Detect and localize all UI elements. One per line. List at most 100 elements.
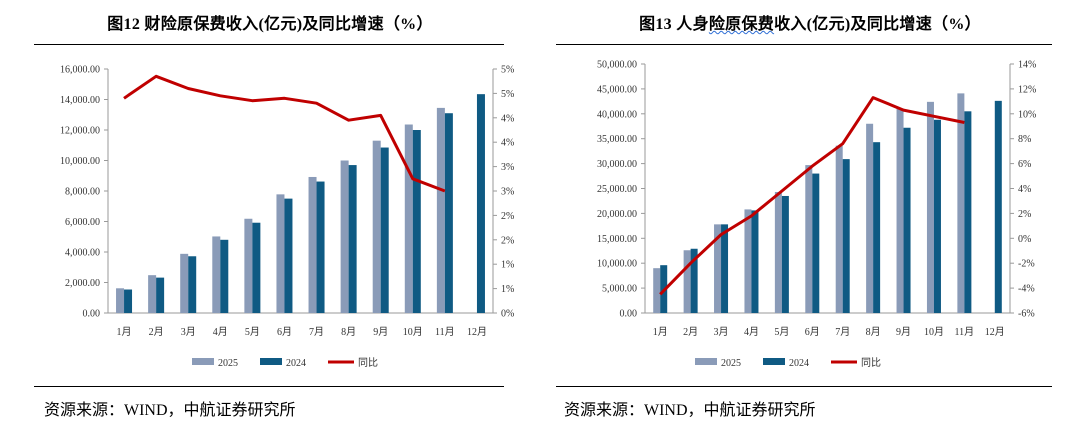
bar-2024 xyxy=(721,224,729,313)
bar-2024 xyxy=(412,130,421,313)
top-rule xyxy=(556,44,1052,45)
bar-2025 xyxy=(276,194,285,313)
bar-2024 xyxy=(284,198,293,313)
x-tick-label: 1月 xyxy=(117,326,132,338)
left-tick-label: 10,000.00 xyxy=(597,259,637,270)
bar-2024 xyxy=(933,119,941,313)
left-tick-label: 40,000.00 xyxy=(597,109,637,120)
x-tick-label: 11月 xyxy=(435,326,455,338)
right-tick-label: -6% xyxy=(1018,309,1035,320)
bar-2024 xyxy=(348,165,357,313)
bar-2024 xyxy=(476,94,485,313)
x-tick-label: 8月 xyxy=(341,326,356,338)
right-tick-label: 1% xyxy=(501,260,514,271)
bar-2024 xyxy=(690,248,698,313)
bar-2024 xyxy=(188,256,197,313)
bar-2024 xyxy=(380,147,389,313)
left-tick-label: 6,000.00 xyxy=(65,217,100,228)
bottom-rule xyxy=(556,386,1052,387)
source-note: 资源来源：WIND，中航证券研究所 xyxy=(564,402,816,419)
bar-2024 xyxy=(124,289,133,313)
right-tick-label: -2% xyxy=(1018,259,1035,270)
left-tick-label: 12,000.00 xyxy=(60,126,100,137)
yoy-line xyxy=(123,74,446,193)
right-tick-label: 2% xyxy=(1018,209,1031,220)
bar-2025 xyxy=(957,93,965,313)
bar-2025 xyxy=(744,209,752,313)
right-tick-label: -4% xyxy=(1018,284,1035,295)
legend-label-yoy: 同比 xyxy=(861,357,881,369)
bar-2025 xyxy=(148,275,157,313)
right-tick-label: 5% xyxy=(501,89,514,100)
bar-2025 xyxy=(714,224,722,313)
bottom-rule xyxy=(34,386,504,387)
bar-2024 xyxy=(156,277,165,313)
left-tick-label: 5,000.00 xyxy=(602,284,637,295)
bar-2024 xyxy=(964,111,972,313)
left-tick-label: 0.00 xyxy=(83,309,101,320)
right-tick-label: 2% xyxy=(501,235,514,246)
title-part: 图13 人身 xyxy=(639,16,709,33)
chart-panel-property-insurance: 图12 财险原保费收入(亿元)及同比增速（%） 0.00 2,000.00 4,00… xyxy=(34,16,514,419)
title-part: 收入(亿元)及同比增速（%） xyxy=(774,16,981,33)
title-underlined-part: 险原保费 xyxy=(708,16,775,33)
chart-title: 图12 财险原保费收入(亿元)及同比增速（%） xyxy=(107,16,433,33)
x-tick-label: 3月 xyxy=(714,326,729,338)
bar-2024 xyxy=(252,222,261,313)
left-tick-label: 15,000.00 xyxy=(597,234,637,245)
bar-2025 xyxy=(116,288,125,313)
x-tick-label: 8月 xyxy=(866,326,881,338)
bar-2025 xyxy=(683,250,691,313)
right-tick-label: 0% xyxy=(1018,234,1031,245)
bar-2024 xyxy=(812,173,820,313)
x-tick-label: 2月 xyxy=(149,326,164,338)
bar-2025 xyxy=(774,191,782,313)
bar-2025 xyxy=(372,140,381,313)
bar-2025 xyxy=(835,145,843,313)
bar-2024 xyxy=(316,181,325,313)
left-tick-label: 10,000.00 xyxy=(60,156,100,167)
x-tick-label: 6月 xyxy=(805,326,820,338)
right-tick-label: 12% xyxy=(1018,84,1036,95)
left-tick-label: 25,000.00 xyxy=(597,184,637,195)
bar-2025 xyxy=(436,107,445,313)
bar-2025 xyxy=(896,108,904,313)
right-tick-label: 5% xyxy=(501,65,514,76)
bar-2025 xyxy=(926,101,934,314)
x-tick-label: 10月 xyxy=(924,326,944,338)
legend-label-2025: 2025 xyxy=(218,358,238,369)
legend-swatch-2024 xyxy=(763,358,785,365)
x-tick-label: 5月 xyxy=(774,326,789,338)
bar-2024 xyxy=(444,113,453,313)
left-tick-label: 16,000.00 xyxy=(60,65,100,76)
chart-panel-life-insurance: 图13 人身险原保费收入(亿元)及同比增速（%） 0.00 5,000.00 10,… xyxy=(540,0,1080,424)
bar-2024 xyxy=(842,159,850,313)
x-tick-label: 11月 xyxy=(955,326,975,338)
x-tick-label: 4月 xyxy=(213,326,228,338)
left-tick-label: 8,000.00 xyxy=(65,187,100,198)
chart-title: 图13 人身险原保费收入(亿元)及同比增速（%） xyxy=(540,10,1080,34)
bar-2025 xyxy=(653,268,661,313)
bar-2025 xyxy=(244,218,253,313)
legend-label-2025: 2025 xyxy=(721,358,741,369)
yoy-line xyxy=(659,96,965,296)
x-tick-label: 1月 xyxy=(653,326,668,338)
chart-life-insurance: 0.00 5,000.00 10,000.00 15,000.00 20,000.00 2… xyxy=(597,60,1036,370)
right-tick-label: 2% xyxy=(501,211,514,222)
bar-2024 xyxy=(220,239,229,313)
right-tick-label: 4% xyxy=(501,138,514,149)
left-tick-label: 30,000.00 xyxy=(597,159,637,170)
source-note: 资源来源：WIND，中航证券研究所 xyxy=(44,402,296,419)
bar-2025 xyxy=(180,253,189,313)
bar-2024 xyxy=(781,195,789,313)
bar-2025 xyxy=(308,176,317,313)
left-tick-label: 2,000.00 xyxy=(65,278,100,289)
bar-2024 xyxy=(873,142,881,313)
left-tick-label: 14,000.00 xyxy=(60,95,100,106)
legend-label-yoy: 同比 xyxy=(358,357,378,369)
x-tick-label: 12月 xyxy=(985,326,1005,338)
x-tick-label: 9月 xyxy=(373,326,388,338)
right-tick-label: 0% xyxy=(501,309,514,320)
legend-swatch-2025 xyxy=(192,358,214,365)
chart-property-insurance: 0.00 2,000.00 4,000.00 6,000.00 8,000.00 10,0… xyxy=(60,65,514,370)
